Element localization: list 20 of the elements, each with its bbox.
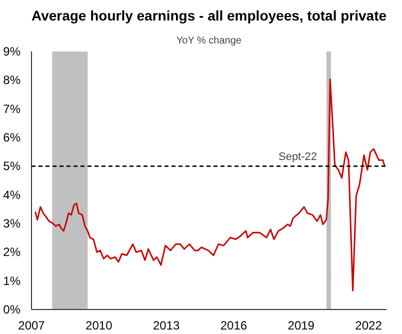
y-tick-label: 4% [3,188,21,202]
chart-title: Average hourly earnings - all employees, total private [31,8,387,24]
y-tick-label: 1% [3,274,21,288]
x-tick-label: 2016 [220,318,248,332]
y-tick-label: 5% [3,159,21,174]
x-tick-label: 2007 [18,318,46,332]
y-tick-label: 8% [3,73,21,88]
x-tick-label: 2022 [355,318,382,332]
x-tick-label: 2010 [86,318,113,332]
y-tick-label: 6% [3,130,21,144]
line-series [34,78,386,292]
y-tick-label: 2% [3,245,21,260]
x-tick-label: 2013 [152,318,180,332]
x-tick-label: 2019 [288,318,315,332]
y-tick-label: 9% [3,44,21,58]
y-tick-label: 3% [3,216,21,230]
y-tick-label: 7% [3,102,21,116]
y-tick-label: 0% [3,302,21,316]
ref-line-label: Sept-22 [278,151,318,164]
chart-subtitle: YoY % change [176,36,242,46]
